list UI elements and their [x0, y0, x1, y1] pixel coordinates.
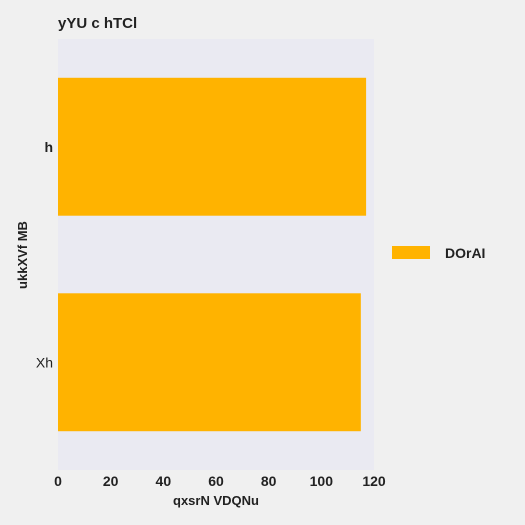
x-tick-label-1: 20	[103, 473, 119, 489]
x-tick-label-3: 60	[208, 473, 224, 489]
legend: DOrAI	[392, 245, 485, 261]
x-tick-label-6: 120	[362, 473, 386, 489]
x-tick-label-0: 0	[54, 473, 62, 489]
x-tick-label-5: 100	[310, 473, 334, 489]
y-axis-title: ukkXVf MB	[15, 221, 30, 289]
x-tick-label-4: 80	[261, 473, 277, 489]
x-axis-title: qxsrN VDQNu	[173, 493, 259, 508]
chart-title: yYU c hTCl	[58, 15, 137, 32]
legend-label: DOrAI	[445, 245, 485, 261]
bars-layer	[58, 77, 367, 432]
bar-0	[58, 77, 367, 216]
x-tick-label-2: 40	[156, 473, 172, 489]
y-tick-label-0: h	[44, 139, 53, 155]
y-tick-label-1: Xh	[36, 354, 53, 370]
bar-1	[58, 293, 361, 432]
legend-swatch	[392, 246, 430, 259]
y-tick-labels: h Xh	[36, 139, 53, 371]
x-tick-labels: 0 20 40 60 80 100 120	[54, 473, 386, 489]
